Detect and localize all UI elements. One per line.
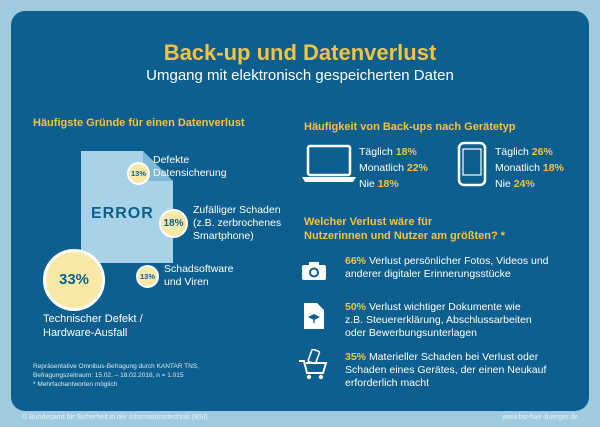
reason-text-4: Technischer Defekt / Hardware-Ausfall [43, 312, 143, 340]
smartphone-icon [457, 141, 487, 187]
document-icon [304, 303, 324, 329]
reason-4-line2: Hardware-Ausfall [43, 327, 128, 339]
loss-heading: Welcher Verlust wäre für Nutzerinnen und… [304, 215, 505, 243]
phone-stats: Täglich 26% Monatlich 18% Nie 24% [495, 144, 564, 192]
infographic-card: Back-up und Datenverlust Umgang mit elek… [11, 11, 589, 411]
laptop-stat-never: Nie 18% [359, 178, 399, 190]
reason-1-line2: Datensicherung [153, 167, 227, 179]
phone-stat-never: Nie 24% [495, 178, 535, 190]
reason-badge-4: 33% [43, 249, 105, 311]
shopping-cart-icon [299, 349, 328, 380]
loss-3-line1: 35% Materieller Schaden bei Verlust oder [345, 351, 539, 363]
reason-text-2: Zufälliger Schaden (z.B. zerbrochenes Sm… [193, 204, 281, 243]
reason-3-line1: Schadsoftware [164, 263, 234, 275]
phone-stat-daily: Täglich 26% [495, 146, 553, 158]
footer-website-link[interactable]: www.bsi-fuer-buerger.de [502, 414, 578, 421]
reason-2-line1: Zufälliger Schaden [193, 204, 281, 216]
loss-heading-line1: Welcher Verlust wäre für [304, 216, 433, 228]
loss-2-line1: 50% Verlust wichtiger Dokumente wie [345, 301, 521, 313]
loss-item-3: 35% Materieller Schaden bei Verlust oder… [345, 351, 546, 390]
reason-text-1: Defekte Datensicherung [153, 154, 227, 180]
loss-2-line2: z.B. Steuererklärung, Abschlussarbeiten [345, 314, 532, 326]
survey-note-line2: Befragungszeitraum: 15.02. – 18.02.2018,… [33, 372, 184, 379]
reason-2-line2: (z.B. zerbrochenes [193, 217, 282, 229]
page-subtitle: Umgang mit elektronisch gespeicherten Da… [146, 67, 454, 84]
error-document-icon [81, 151, 173, 263]
loss-2-line3: oder Bewerbungsunterlagen [345, 327, 477, 339]
loss-3-line2: Schaden eines Gerätes, der einen Neukauf [345, 364, 547, 376]
loss-item-2: 50% Verlust wichtiger Dokumente wie z.B.… [345, 301, 532, 340]
backup-frequency-heading: Häufigkeit von Back-ups nach Gerätetyp [304, 121, 516, 133]
camera-icon [302, 262, 326, 280]
reason-badge-2: 18% [159, 209, 188, 238]
reason-1-line1: Defekte [153, 154, 190, 166]
reason-4-line1: Technischer Defekt / [43, 313, 143, 325]
survey-note-line3: * Mehrfachantworten möglich [33, 381, 118, 388]
loss-1-line1: 66% Verlust persönlicher Fotos, Videos u… [345, 255, 549, 267]
laptop-icon [302, 144, 356, 182]
laptop-stat-daily: Täglich 18% [359, 146, 417, 158]
survey-note-line1: Repräsentative Omnibus-Befragung durch K… [33, 363, 199, 370]
reason-2-line3: Smartphone) [193, 230, 254, 242]
phone-stat-monthly: Monatlich 18% [495, 162, 564, 174]
error-label: ERROR [91, 205, 154, 222]
loss-3-line3: erforderlich macht [345, 377, 430, 389]
reason-3-line2: und Viren [164, 276, 209, 288]
footer-copyright: © Bundesamt für Sicherheit in der Inform… [22, 414, 208, 421]
page-title: Back-up und Datenverlust [163, 40, 437, 65]
survey-note: Repräsentative Omnibus-Befragung durch K… [33, 362, 199, 389]
laptop-stats: Täglich 18% Monatlich 22% Nie 18% [359, 144, 428, 192]
reason-badge-3: 13% [136, 265, 159, 288]
loss-heading-line2: Nutzerinnen und Nutzer am größten? * [304, 230, 506, 242]
laptop-stat-monthly: Monatlich 22% [359, 162, 428, 174]
reason-text-3: Schadsoftware und Viren [164, 263, 233, 289]
reason-badge-1: 13% [127, 162, 150, 185]
loss-1-line2: anderer digitaler Erinnerungsstücke [345, 268, 511, 280]
reasons-heading: Häufigste Gründe für einen Datenverlust [33, 117, 245, 129]
loss-item-1: 66% Verlust persönlicher Fotos, Videos u… [345, 255, 549, 281]
